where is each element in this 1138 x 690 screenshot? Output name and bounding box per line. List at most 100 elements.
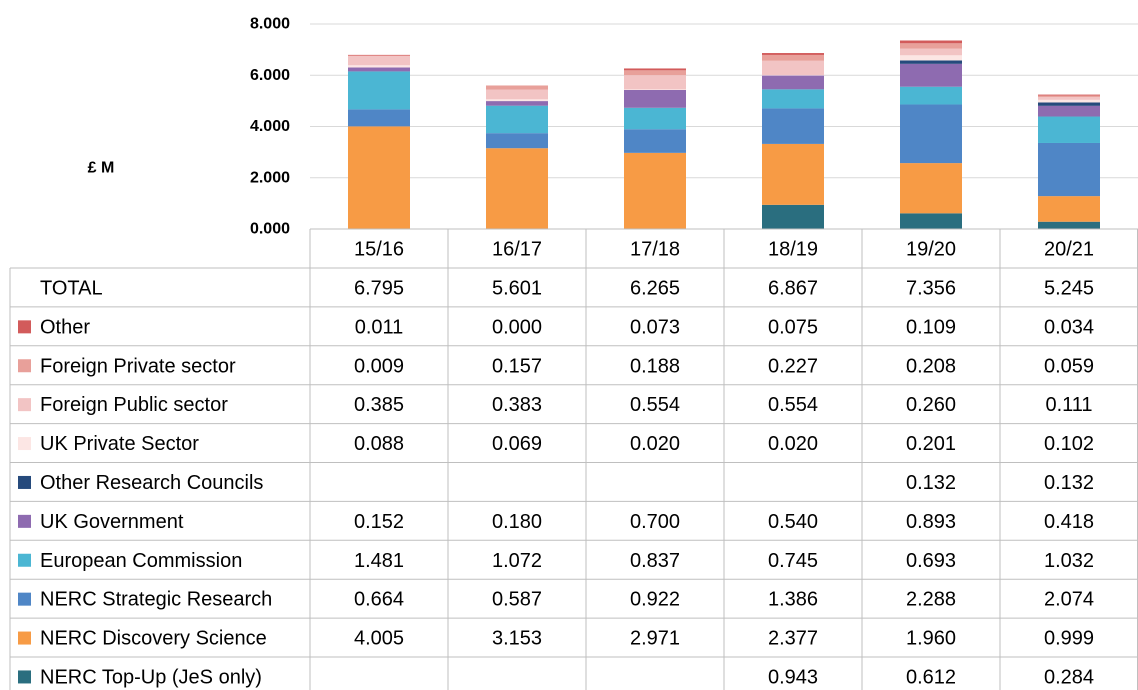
bar-segment: [624, 129, 686, 153]
stacked-bars: [348, 40, 1100, 229]
data-table-cell: 6.795: [354, 277, 404, 299]
legend-swatch: [18, 514, 31, 528]
data-table-cell: 1.072: [492, 550, 542, 572]
bar-segment: [900, 43, 962, 49]
bar-segment: [1038, 102, 1100, 106]
bar-segment: [348, 109, 410, 127]
bar-segment: [762, 54, 824, 61]
data-table-cell: 6.265: [630, 277, 680, 299]
data-table-cell: 0.664: [354, 589, 404, 611]
x-category-label: 19/20: [906, 239, 956, 261]
data-table-cell: 2.074: [1044, 589, 1094, 611]
data-table-cell: 1.386: [768, 589, 818, 611]
bar-segment: [900, 40, 962, 44]
bar-segment: [900, 104, 962, 164]
bar-segment: [486, 85, 548, 90]
series-label: NERC Strategic Research: [40, 589, 272, 611]
data-table-cell: 0.922: [630, 589, 680, 611]
data-table-cell: 0.383: [492, 394, 542, 416]
legend-swatch: [18, 437, 31, 451]
data-table-cell: 4.005: [354, 628, 404, 650]
bar-segment: [762, 75, 824, 90]
bar-segment: [1038, 99, 1100, 103]
legend-swatch: [18, 475, 31, 489]
x-category-label: 16/17: [492, 239, 542, 261]
legend-swatch: [18, 631, 31, 645]
data-table-cell: 0.059: [1044, 355, 1094, 377]
data-table-cell: 0.152: [354, 511, 404, 533]
data-table-cell: 0.554: [630, 394, 680, 416]
x-category-label: 20/21: [1044, 239, 1094, 261]
data-table-cell: 2.971: [630, 628, 680, 650]
series-label: UK Private Sector: [40, 433, 199, 455]
data-table-cell: 0.073: [630, 316, 680, 338]
gridlines: [310, 23, 1138, 230]
bar-segment: [486, 105, 548, 134]
bar-segment: [624, 70, 686, 76]
data-table-cell: 0.227: [768, 355, 818, 377]
y-tick-label: 2.000: [250, 169, 290, 186]
data-table-cell: 0.745: [768, 550, 818, 572]
data-table-cell: 0.284: [1044, 666, 1094, 688]
series-label: Other Research Councils: [40, 472, 263, 494]
bar-segment: [486, 89, 548, 100]
bar-segment: [1038, 94, 1100, 96]
data-table-cell: 0.540: [768, 511, 818, 533]
bar-segment: [1038, 196, 1100, 222]
bar-segment: [624, 89, 686, 108]
bar-segment: [348, 55, 410, 66]
legend-swatch: [18, 359, 31, 373]
data-table-cell: 0.188: [630, 355, 680, 377]
y-tick-label: 8.000: [250, 16, 290, 33]
data-table-cell: 0.069: [492, 433, 542, 455]
bar-segment: [900, 55, 962, 61]
bar-segment: [348, 71, 410, 110]
series-label: Foreign Public sector: [40, 394, 228, 416]
bar-segment: [1038, 116, 1100, 143]
data-table-cell: 0.132: [906, 472, 956, 494]
y-tick-label: 4.000: [250, 118, 290, 135]
bar-segment: [486, 148, 548, 229]
bar-segment: [624, 152, 686, 229]
data-table-cell: 0.034: [1044, 316, 1094, 338]
data-table-cell: 0.943: [768, 666, 818, 688]
bar-segment: [762, 204, 824, 229]
x-category-label: 15/16: [354, 239, 404, 261]
bar-segment: [624, 89, 686, 90]
bar-segment: [348, 126, 410, 229]
bar-segment: [762, 143, 824, 205]
total-label: TOTAL: [40, 277, 103, 299]
data-table-cell: 0.020: [630, 433, 680, 455]
bar-segment: [762, 74, 824, 76]
series-label: Foreign Private sector: [40, 355, 236, 377]
data-table-cell: 0.612: [906, 666, 956, 688]
data-table-cell: 0.000: [492, 316, 542, 338]
data-table-cell: 0.893: [906, 511, 956, 533]
data-table-cell: 0.157: [492, 355, 542, 377]
series-label: Other: [40, 316, 90, 338]
bar-segment: [1038, 221, 1100, 229]
legend-swatch: [18, 592, 31, 606]
legend-swatch: [18, 398, 31, 412]
data-table-cell: 1.960: [906, 628, 956, 650]
data-table-cell: 0.554: [768, 394, 818, 416]
x-category-label: 18/19: [768, 239, 818, 261]
legend-swatch: [18, 553, 31, 567]
data-table: 15/16 16/17 17/18 18/19 19/20 20/21 TOTAL 6.795…: [9, 228, 1138, 690]
data-table-cell: 0.132: [1044, 472, 1094, 494]
bar-segment: [348, 65, 410, 68]
bar-segment: [900, 163, 962, 214]
data-table-cell: 1.032: [1044, 550, 1094, 572]
data-table-cell: 0.837: [630, 550, 680, 572]
bar-segment: [900, 63, 962, 87]
bar-segment: [900, 213, 962, 229]
bar-segment: [1038, 142, 1100, 197]
bar-segment: [486, 99, 548, 102]
series-label: UK Government: [40, 511, 184, 533]
bar-segment: [762, 108, 824, 144]
data-table-cell: 0.587: [492, 589, 542, 611]
series-label: European Commission: [40, 550, 242, 572]
data-table-cell: 5.245: [1044, 277, 1094, 299]
data-table-cell: 7.356: [906, 277, 956, 299]
bar-segment: [486, 133, 548, 149]
